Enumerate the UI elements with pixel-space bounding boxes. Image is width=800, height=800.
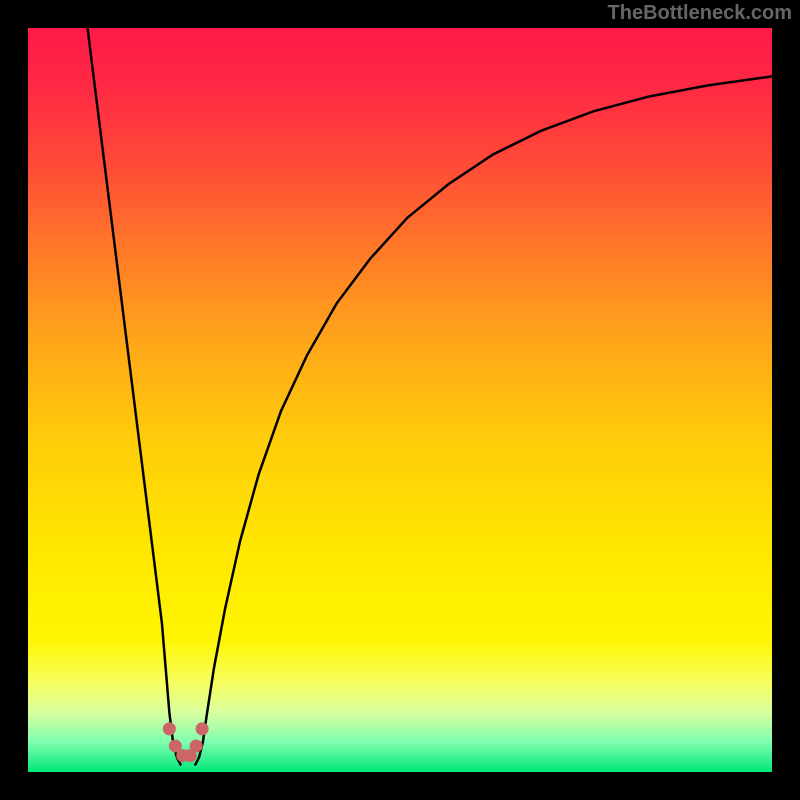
attribution-label: TheBottleneck.com [608, 2, 792, 25]
marker-dot [163, 722, 176, 735]
marker-dot [196, 722, 209, 735]
left-branch [88, 28, 181, 765]
curve-overlay [28, 28, 772, 772]
chart-container: TheBottleneck.com [0, 0, 800, 800]
right-branch [195, 76, 772, 764]
plot-area [28, 28, 772, 772]
marker-dot [190, 739, 203, 752]
